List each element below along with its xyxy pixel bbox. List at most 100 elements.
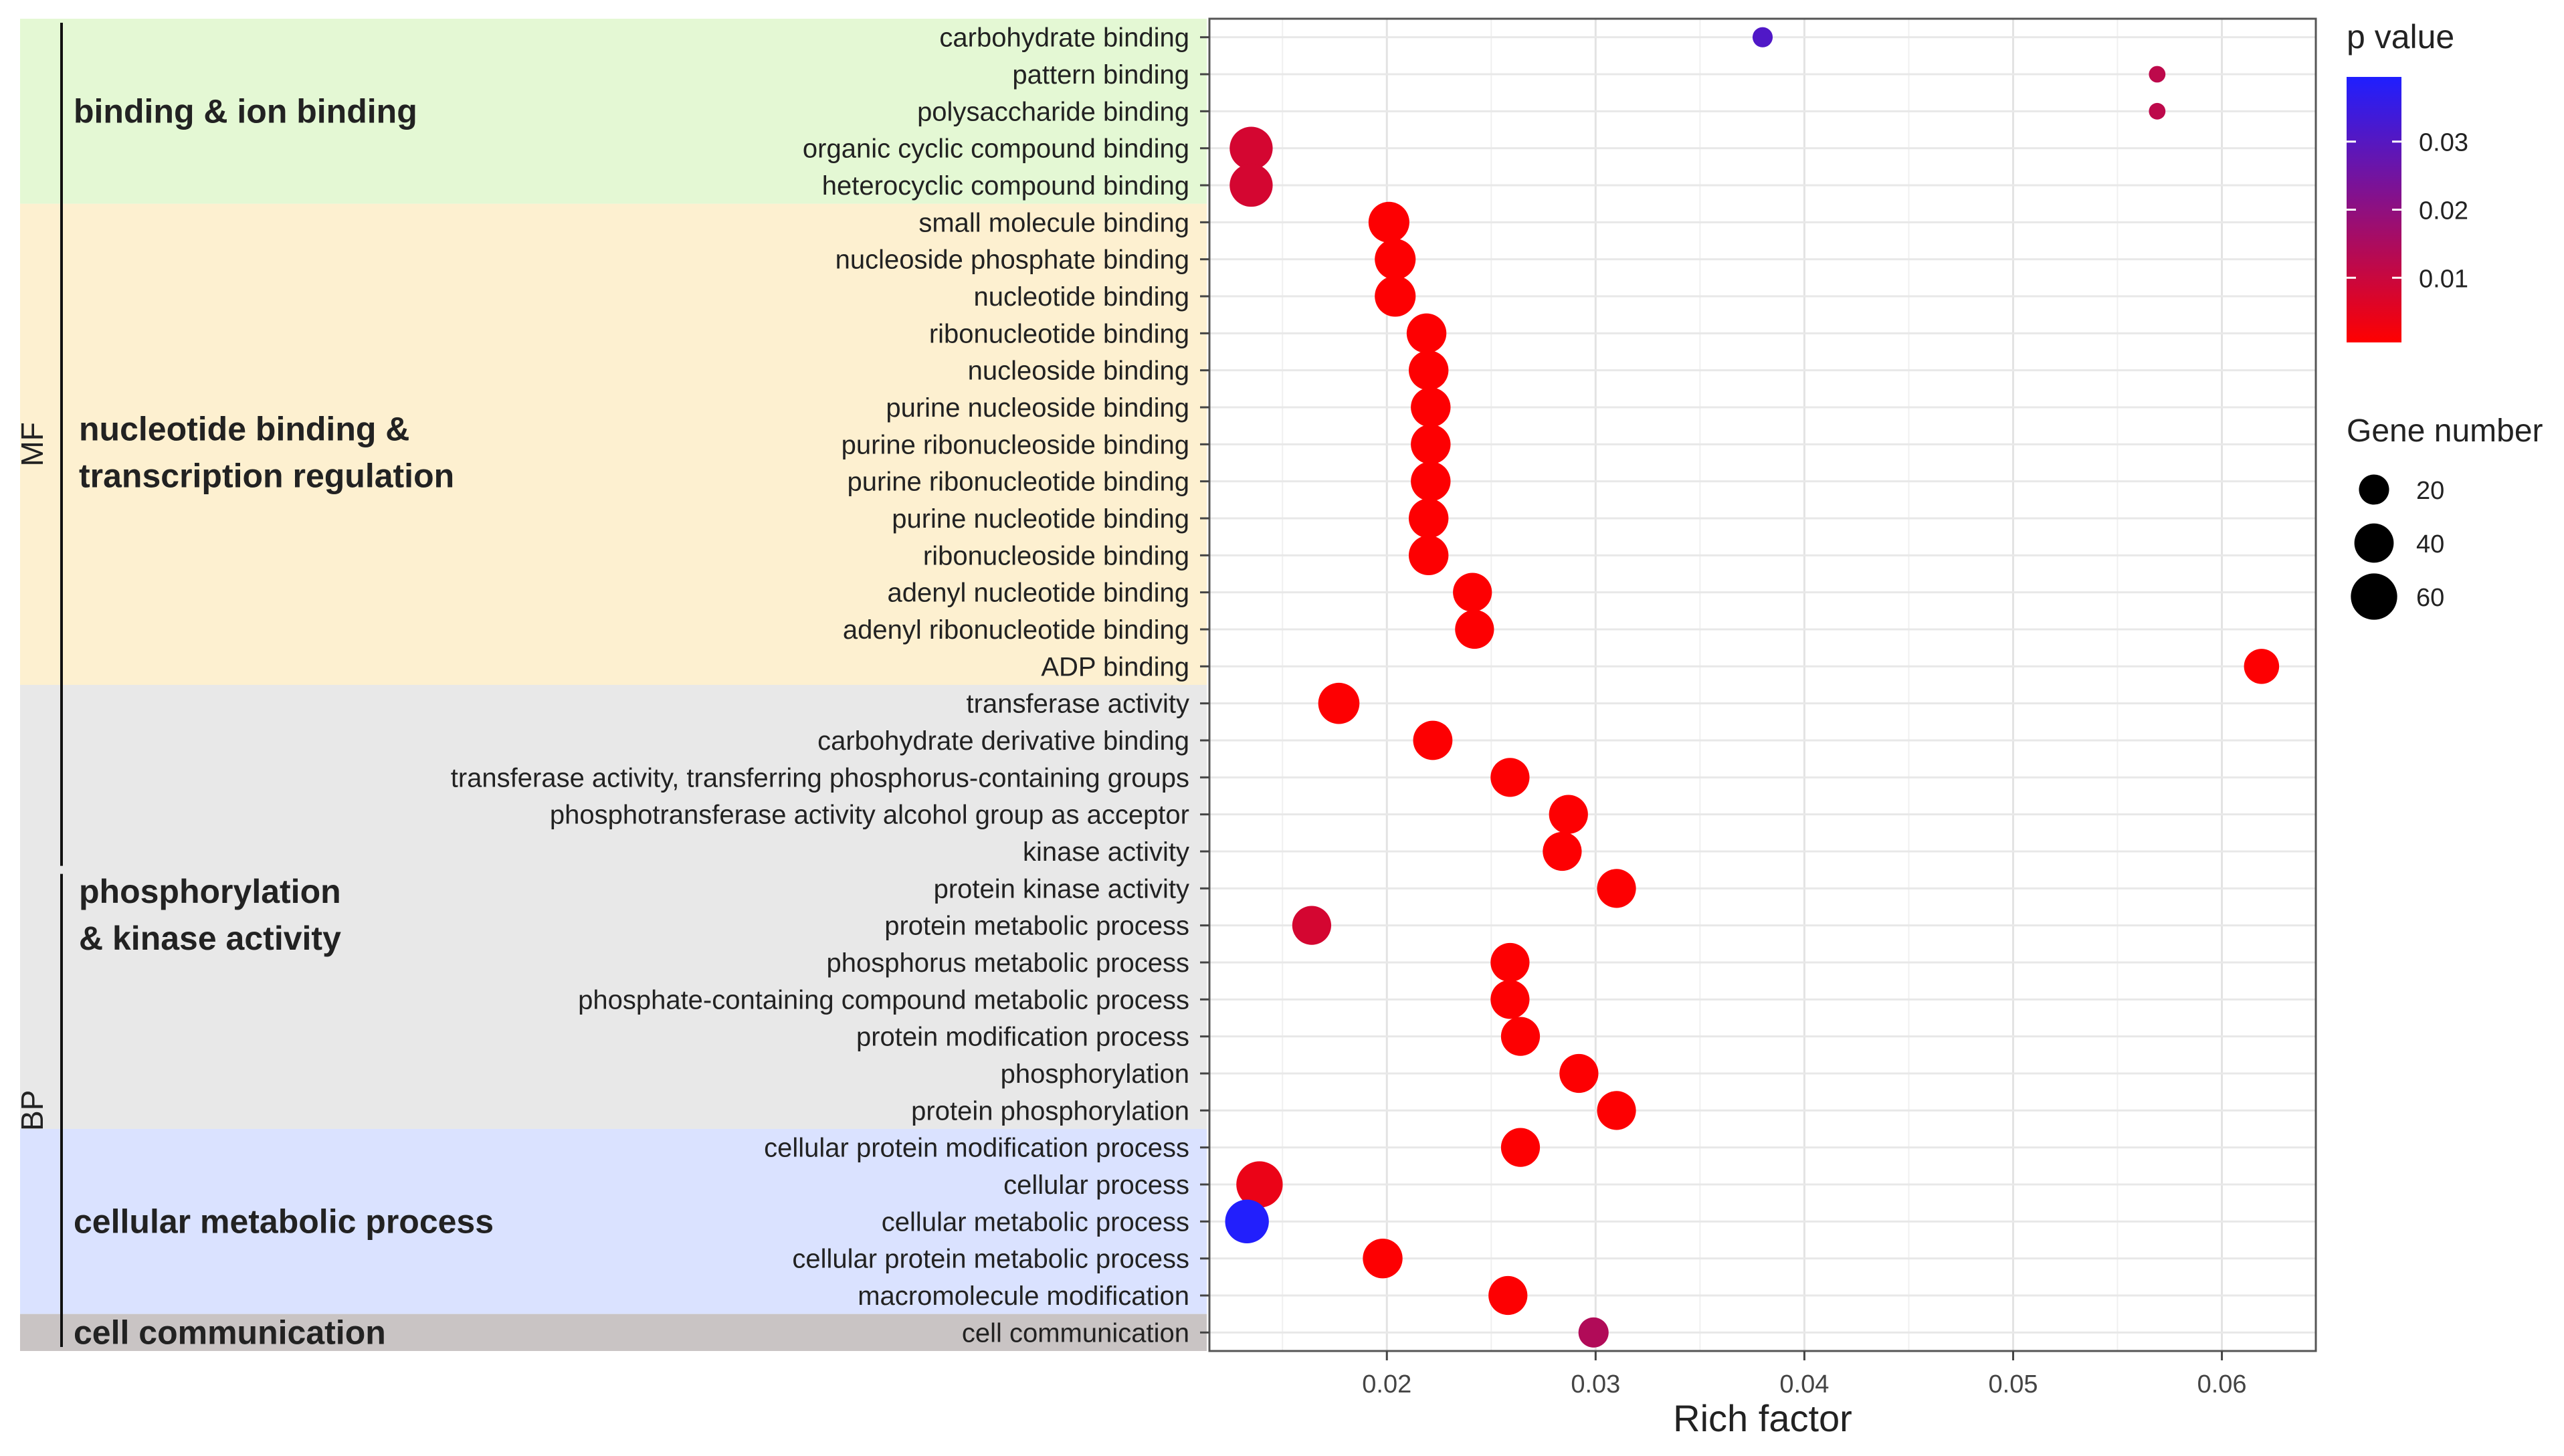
point-32	[1225, 1199, 1269, 1244]
legend-size-dot-1	[2354, 523, 2394, 563]
y-tick-label-22: kinase activity	[1023, 837, 1189, 867]
y-tick-label-32: cellular metabolic process	[882, 1207, 1189, 1237]
legend: p value 0.01 0.02 0.03 Gene number 20 40 60	[2347, 18, 2543, 620]
point-35	[1578, 1317, 1609, 1348]
y-tick-label-8: ribonucleotide binding	[929, 319, 1189, 348]
group-band-3	[20, 1129, 1207, 1314]
point-34	[1488, 1275, 1528, 1316]
group-band-0	[20, 19, 1207, 204]
point-6	[1375, 239, 1416, 280]
point-1	[2149, 66, 2166, 83]
point-15	[1453, 573, 1492, 612]
group-label-0: binding & ion binding	[74, 92, 417, 130]
x-tick-label-2: 0.04	[1779, 1370, 1829, 1398]
group-band-1	[20, 203, 1207, 686]
legend-size-title: Gene number	[2347, 413, 2543, 449]
point-4	[1229, 163, 1273, 207]
point-16	[1455, 609, 1494, 649]
y-tick-label-31: cellular process	[1003, 1170, 1189, 1200]
group-label-3: cellular metabolic process	[74, 1203, 494, 1240]
point-31	[1236, 1161, 1283, 1208]
point-8	[1406, 313, 1447, 354]
legend-size-dot-2	[2351, 573, 2397, 620]
y-tick-label-30: cellular protein modification process	[764, 1134, 1189, 1163]
y-tick-label-18: transferase activity	[967, 690, 1189, 719]
y-tick-label-16: adenyl ribonucleotide binding	[843, 615, 1189, 645]
point-23	[1597, 869, 1636, 908]
data-points	[1225, 27, 2280, 1348]
point-21	[1549, 795, 1588, 834]
legend-colorbar-label-2: 0.03	[2419, 129, 2468, 157]
y-tick-label-5: small molecule binding	[918, 208, 1189, 237]
group-label-1: nucleotide binding &	[79, 410, 409, 447]
y-tick-label-21: phosphotransferase activity alcohol grou…	[550, 801, 1189, 830]
group-label-4: cell communication	[74, 1314, 386, 1351]
point-26	[1490, 980, 1530, 1019]
group-label-2: phosphorylation	[79, 873, 341, 910]
y-tick-label-23: protein kinase activity	[934, 874, 1189, 904]
y-tick-label-12: purine ribonucleotide binding	[848, 467, 1189, 497]
x-axis-label: Rich factor	[1673, 1397, 1852, 1439]
y-tick-label-19: carbohydrate derivative binding	[817, 726, 1189, 756]
legend-size-label-2: 60	[2416, 584, 2444, 612]
y-tick-label-27: protein modification process	[856, 1023, 1189, 1052]
y-tick-label-11: purine ribonucleoside binding	[842, 430, 1189, 459]
point-25	[1490, 942, 1530, 982]
y-tick-label-35: cell communication	[962, 1318, 1189, 1348]
ontology-brackets: MF BP	[15, 23, 63, 1347]
y-tick-label-6: nucleoside phosphate binding	[835, 245, 1189, 275]
point-10	[1411, 387, 1451, 427]
point-28	[1559, 1053, 1599, 1094]
point-12	[1411, 461, 1451, 502]
point-33	[1363, 1238, 1403, 1279]
point-2	[2149, 102, 2166, 120]
point-0	[1752, 27, 1773, 47]
point-9	[1408, 350, 1449, 391]
point-13	[1408, 498, 1449, 538]
legend-colorbar-label-0: 0.01	[2419, 265, 2468, 293]
legend-size-dot-0	[2359, 474, 2389, 505]
legend-pvalue-title: p value	[2347, 18, 2454, 56]
y-tick-label-29: protein phosphorylation	[911, 1096, 1189, 1126]
group-bands: binding & ion binding nucleotide binding …	[20, 19, 1207, 1351]
point-5	[1368, 201, 1409, 243]
y-tick-label-25: phosphorus metabolic process	[826, 948, 1189, 978]
y-tick-label-9: nucleoside binding	[968, 356, 1189, 386]
point-30	[1500, 1128, 1541, 1167]
point-7	[1375, 276, 1416, 317]
ontology-label-1: BP	[15, 1090, 50, 1131]
y-tick-label-3: organic cyclic compound binding	[803, 134, 1189, 164]
y-tick-label-1: pattern binding	[1012, 60, 1189, 90]
group-label2-1: transcription regulation	[79, 457, 454, 494]
y-tick-label-24: protein metabolic process	[884, 912, 1189, 941]
y-tick-label-34: macromolecule modification	[858, 1281, 1189, 1311]
point-14	[1408, 535, 1449, 576]
y-tick-label-7: nucleotide binding	[974, 282, 1189, 312]
x-tick-label-0: 0.02	[1362, 1370, 1411, 1398]
y-tick-label-26: phosphate-containing compound metabolic …	[578, 985, 1189, 1015]
point-11	[1411, 424, 1451, 465]
y-tick-label-14: ribonucleoside binding	[923, 541, 1189, 570]
y-tick-label-13: purine nucleotide binding	[892, 504, 1189, 534]
point-19	[1413, 720, 1453, 760]
point-17	[2244, 649, 2280, 684]
point-20	[1490, 758, 1530, 797]
ontology-label-0: MF	[15, 422, 50, 466]
point-29	[1597, 1091, 1636, 1130]
point-22	[1543, 831, 1582, 871]
y-tick-label-15: adenyl nucleotide binding	[888, 579, 1189, 608]
y-tick-label-0: carbohydrate binding	[939, 23, 1189, 53]
x-ticks: 0.02 0.03 0.04 0.05 0.06	[1362, 1351, 2247, 1398]
plot-panel-border	[1208, 17, 2317, 1352]
point-27	[1500, 1017, 1541, 1056]
group-label2-2: & kinase activity	[79, 920, 341, 957]
point-18	[1318, 682, 1360, 724]
point-24	[1292, 906, 1332, 945]
y-tick-label-10: purine nucleoside binding	[886, 393, 1189, 423]
point-3	[1229, 126, 1273, 170]
y-tick-label-4: heterocyclic compound binding	[822, 171, 1189, 201]
legend-size-label-0: 20	[2416, 477, 2444, 505]
legend-colorbar-label-1: 0.02	[2419, 197, 2468, 225]
x-tick-label-1: 0.03	[1571, 1370, 1620, 1398]
